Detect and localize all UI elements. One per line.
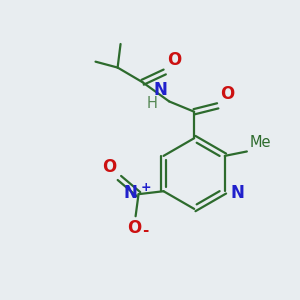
- Text: +: +: [141, 181, 152, 194]
- Text: -: -: [142, 223, 148, 238]
- Text: N: N: [123, 184, 137, 202]
- Text: H: H: [147, 96, 158, 111]
- Text: Me: Me: [249, 135, 271, 150]
- Text: O: O: [102, 158, 116, 175]
- Text: O: O: [167, 51, 181, 69]
- Text: N: N: [154, 81, 168, 99]
- Text: O: O: [220, 85, 234, 103]
- Text: N: N: [230, 184, 244, 202]
- Text: O: O: [127, 219, 141, 237]
